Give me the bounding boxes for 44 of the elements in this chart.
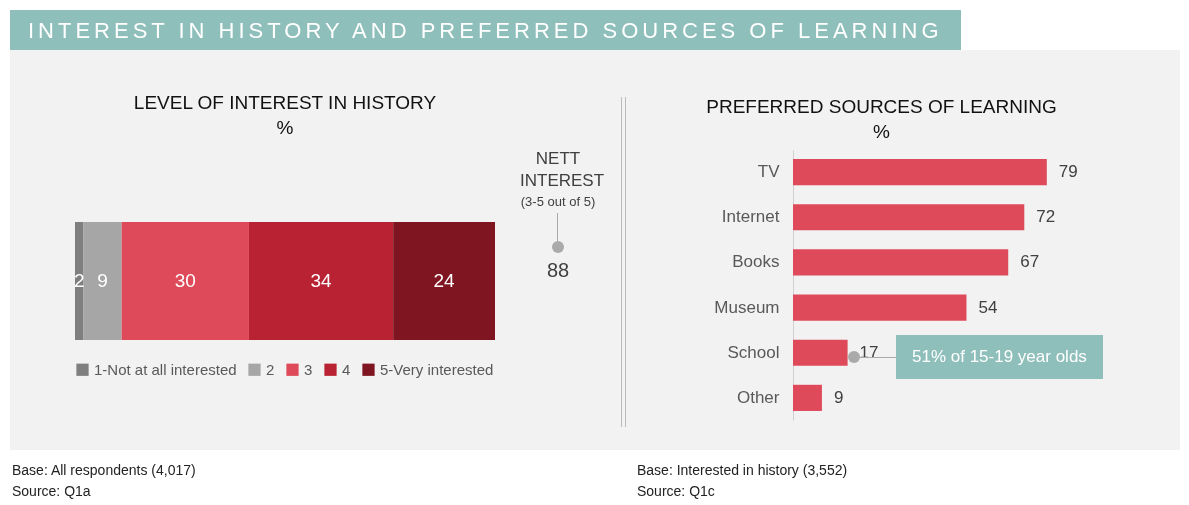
legend-label: 1-Not at all interested <box>94 360 237 378</box>
bar <box>83 222 122 340</box>
annotation: 51% of 15-19 year olds <box>896 335 1103 379</box>
bar <box>793 384 822 411</box>
chart-title: PREFERRED SOURCES OF LEARNING <box>706 96 1057 117</box>
y-tick-label: TV <box>757 162 781 182</box>
text: 88 <box>545 259 571 282</box>
data-label: 2 <box>73 270 85 291</box>
source-note: Source: Q1a <box>12 482 92 501</box>
text: Base: All respondents (4,017) <box>12 461 196 480</box>
legend-label: 3 <box>304 360 313 378</box>
bar <box>793 339 848 366</box>
chart-title: LEVEL OF INTEREST IN HISTORY <box>133 92 437 113</box>
y-tick-label: Other <box>736 387 780 407</box>
data-label: 79 <box>1058 162 1078 182</box>
chart-subtitle: % <box>873 121 891 142</box>
chart-subtitle: % <box>276 117 294 138</box>
legend-label: 5-Very interested <box>380 360 494 378</box>
data-label: 30 <box>174 270 196 291</box>
bar <box>793 294 967 321</box>
y-tick-label: Museum <box>714 297 780 317</box>
y-tick-label: School <box>727 342 780 362</box>
data-label: 9 <box>833 387 844 407</box>
data-label: 67 <box>1020 252 1040 272</box>
data-label: 24 <box>433 270 456 291</box>
bar <box>793 159 1047 186</box>
data-label: 54 <box>978 297 998 317</box>
legend-label: 2 <box>266 360 275 378</box>
bar <box>793 249 1009 276</box>
data-label: 9 <box>97 270 108 291</box>
bar <box>393 222 495 340</box>
bar <box>793 204 1025 231</box>
source-note: Source: Q1c <box>637 482 716 501</box>
data-label: 72 <box>1036 207 1056 227</box>
legend-label: 4 <box>342 360 351 378</box>
text: INTEREST IN HISTORY AND PREFERRED SOURCES OF LEARNING <box>10 10 961 50</box>
text: (3-5 out of 5) <box>519 194 597 209</box>
text: NETT INTEREST <box>519 148 606 192</box>
y-tick-label: Internet <box>721 207 780 227</box>
y-tick-label: Books <box>732 252 780 272</box>
bar <box>121 222 249 340</box>
bar <box>248 222 394 340</box>
data-label: 34 <box>310 270 333 291</box>
text: Base: Interested in history (3,552) <box>637 461 848 480</box>
